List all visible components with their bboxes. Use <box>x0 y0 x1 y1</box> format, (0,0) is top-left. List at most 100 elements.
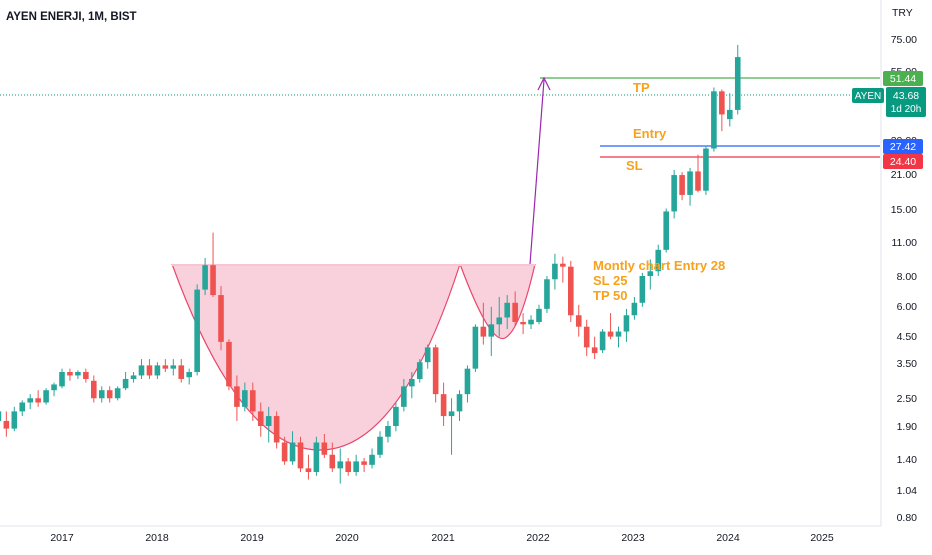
candle <box>361 458 367 472</box>
candle-body <box>623 315 630 332</box>
candle <box>734 44 741 115</box>
time-tick-label: 2017 <box>50 532 74 544</box>
candle-body <box>146 365 153 376</box>
candle <box>440 382 447 426</box>
candle <box>663 208 669 253</box>
candle <box>591 336 598 360</box>
candle-body <box>83 372 89 379</box>
candle-body <box>138 365 145 376</box>
candle-body <box>440 394 447 417</box>
tp-badge-value: 51.44 <box>890 73 916 85</box>
projection-arrow <box>529 79 545 265</box>
candle-body <box>218 295 224 342</box>
candle-body <box>607 331 614 337</box>
candle-body <box>297 442 304 469</box>
candle-body <box>639 276 646 303</box>
candle <box>154 362 161 379</box>
candle <box>512 291 518 327</box>
candle-body <box>265 416 272 426</box>
price-tick-label: 75.00 <box>891 34 917 46</box>
candle-body <box>98 390 105 399</box>
candle <box>703 145 709 195</box>
time-tick-label: 2023 <box>621 532 645 544</box>
handle-curve <box>459 263 536 340</box>
candle-body <box>655 249 662 272</box>
tp-badge: 51.44 <box>883 71 923 86</box>
price-tick-label: 0.80 <box>897 512 918 524</box>
candle <box>544 276 550 314</box>
candle <box>464 365 471 403</box>
candle-body <box>496 317 503 325</box>
candle <box>639 272 646 307</box>
projection-arrowhead <box>537 76 551 91</box>
candle-body <box>289 442 296 462</box>
candle-body <box>591 347 598 354</box>
candle-body <box>329 454 336 469</box>
symbol-title[interactable]: AYEN ENERJI, 1M, BIST <box>6 11 137 23</box>
candle <box>138 359 145 379</box>
candle <box>560 256 566 283</box>
candle-body <box>432 347 439 395</box>
candle <box>130 372 137 383</box>
candle-body <box>202 265 208 290</box>
price-tick-label: 2.50 <box>897 393 918 405</box>
candle-body <box>488 324 495 337</box>
candle-body <box>369 454 375 465</box>
candle <box>401 378 407 412</box>
candle <box>19 400 26 417</box>
note-line-3: TP 50 <box>593 288 627 303</box>
candle <box>615 326 622 348</box>
candle-body <box>528 319 534 325</box>
candle-body <box>122 378 129 389</box>
time-tick-label: 2021 <box>431 532 455 544</box>
candle <box>35 390 41 407</box>
candle <box>432 344 439 403</box>
price-tick-label: 1.90 <box>897 421 918 433</box>
candle <box>583 319 590 357</box>
candle <box>194 284 200 376</box>
candle-body <box>19 402 26 412</box>
candle-body <box>114 388 121 399</box>
candle <box>98 386 105 403</box>
candle <box>671 169 677 219</box>
candle-body <box>401 386 407 407</box>
candle-body <box>727 109 733 120</box>
candle <box>281 436 288 465</box>
candle <box>83 368 89 383</box>
candle <box>409 372 415 399</box>
tp-label: TP <box>633 80 650 95</box>
candle <box>146 359 153 379</box>
candle-body <box>663 211 669 250</box>
candle-body <box>27 398 33 403</box>
candle-body <box>353 461 359 472</box>
candle-body <box>273 416 280 443</box>
candle-body <box>448 411 455 417</box>
sl-badge: 24.40 <box>883 154 923 169</box>
candle <box>416 359 423 383</box>
candle-body <box>234 386 240 407</box>
candle <box>536 304 542 325</box>
time-tick-label: 2020 <box>335 532 359 544</box>
candle-body <box>305 468 312 472</box>
time-tick-label: 2024 <box>716 532 740 544</box>
time-tick-label: 2019 <box>240 532 264 544</box>
candle-body <box>361 461 367 465</box>
candle <box>456 390 463 421</box>
candle-body <box>35 398 41 403</box>
candle <box>719 89 725 132</box>
candle-body <box>91 380 97 399</box>
candle <box>202 257 208 296</box>
candle-body <box>560 263 566 267</box>
ticker-badge-label: AYEN <box>855 91 882 102</box>
candle-body <box>424 347 431 363</box>
candle <box>520 313 526 335</box>
candle <box>448 398 455 455</box>
candle <box>488 306 495 357</box>
candle-body <box>281 442 288 462</box>
candle <box>385 420 391 443</box>
candle-body <box>544 279 550 309</box>
price-tick-label: 8.00 <box>897 271 918 283</box>
candle-body <box>250 390 256 412</box>
candle <box>51 382 57 397</box>
